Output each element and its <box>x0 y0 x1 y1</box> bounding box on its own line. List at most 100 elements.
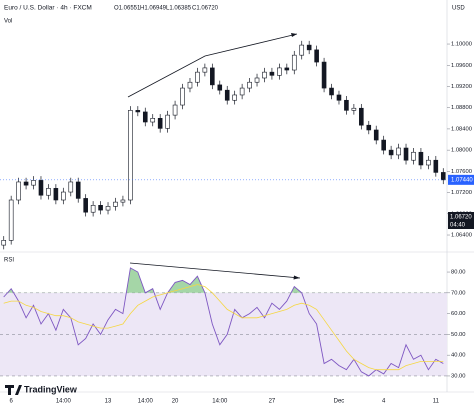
trendline <box>127 33 298 98</box>
candle-body <box>187 81 193 89</box>
arrow-head <box>291 33 297 37</box>
candle-body <box>113 201 118 207</box>
logo <box>5 385 22 395</box>
candle-body <box>321 61 327 89</box>
y-tick-label: 60.00 <box>451 311 466 317</box>
candle-body <box>351 107 357 111</box>
candle-body <box>38 180 44 196</box>
volume-label: Vol <box>4 19 12 25</box>
candle-body <box>142 111 148 123</box>
x-tick-label: 27 <box>269 399 276 405</box>
x-tick-label: 6 <box>10 399 14 405</box>
candle-body <box>135 110 141 113</box>
candle-body <box>433 159 439 173</box>
candle-body <box>195 71 200 83</box>
candle-body <box>262 71 267 79</box>
oversold-fill <box>3 375 444 376</box>
y-tick-label: 50.00 <box>451 332 466 338</box>
candle-body <box>247 81 252 89</box>
candle-body <box>388 149 394 156</box>
candle-body <box>269 71 275 76</box>
candle-body <box>232 94 237 101</box>
rsi-ma-line <box>3 284 444 371</box>
candle-body <box>23 181 29 186</box>
candle-body <box>83 198 88 213</box>
rsi-line <box>3 267 444 377</box>
candle-body <box>336 94 342 101</box>
ohlc-close: C1.06720 <box>192 6 219 12</box>
x-tick-label: 14:00 <box>138 399 154 405</box>
y-tick-label: 1.08400 <box>451 126 472 132</box>
ohlc-high: H1.06949 <box>140 6 167 12</box>
candle-body <box>314 49 319 63</box>
candle-body <box>157 118 163 129</box>
candle-body <box>180 87 185 106</box>
currency: USD <box>452 6 465 12</box>
candle-body <box>98 205 103 211</box>
symbol: Euro / U.S. Dollar · 4h · FXCM <box>4 5 92 12</box>
candle-body <box>105 206 111 211</box>
last-price-box <box>448 174 474 185</box>
candle-body <box>90 205 96 213</box>
x-tick-label: 14:00 <box>56 399 72 405</box>
y-tick-label: 1.10000 <box>451 42 472 48</box>
brand: TradingView <box>24 384 78 394</box>
candle-body <box>239 87 245 96</box>
y-tick-label: 40.00 <box>451 353 466 359</box>
y-tick-label: 1.08000 <box>451 148 472 154</box>
candle-body <box>31 180 36 186</box>
candle-body <box>53 188 59 201</box>
close-box <box>448 212 474 229</box>
candle-body <box>284 67 290 71</box>
ohlc-open: O1.06551 <box>114 6 141 12</box>
candle-body <box>403 147 409 161</box>
x-tick-label: 20 <box>172 399 179 405</box>
candle-body <box>418 151 424 166</box>
plot-layer: 1.10000 1.09600 1.09200 1.08800 1.08400 1.080… <box>0 40 474 405</box>
candle-body <box>277 67 282 76</box>
candle-body <box>217 84 223 91</box>
candle-body <box>68 181 74 193</box>
candle-body <box>8 199 14 241</box>
rsi-title: RSI <box>4 258 14 264</box>
x-tick-label: 4 <box>382 399 386 405</box>
candle-body <box>210 67 215 86</box>
candle-body <box>291 54 297 71</box>
candle-body <box>373 129 379 141</box>
candle-body <box>344 99 349 111</box>
y-tick-label: 70.00 <box>451 290 466 296</box>
close-label: 1.06720 <box>450 215 472 221</box>
candle-body <box>329 87 334 96</box>
candle-body <box>128 110 133 201</box>
candle-body <box>366 124 372 131</box>
y-tick-label: 1.08800 <box>451 105 472 111</box>
x-tick-label: 13 <box>105 399 112 405</box>
candle-body <box>440 172 446 181</box>
candle-body <box>359 107 364 126</box>
y-tick-label: 1.09200 <box>451 84 472 90</box>
candle-body <box>411 151 416 161</box>
last-price-label: 1.07440 <box>451 177 473 183</box>
arrow-head <box>293 275 300 280</box>
candle-body <box>165 114 170 129</box>
candle-body <box>426 159 431 166</box>
candle-body <box>396 147 401 156</box>
trendline <box>129 262 301 279</box>
candle-body <box>202 67 208 73</box>
candle-body <box>1 240 7 246</box>
y-tick-label: 1.09600 <box>451 63 472 69</box>
y-tick-label: 80.00 <box>451 270 466 276</box>
y-tick-label: 1.06400 <box>451 233 472 239</box>
candle-body <box>75 181 81 199</box>
ohlc-low: L1.06385 <box>166 6 192 12</box>
x-tick-label: 14:00 <box>212 399 228 405</box>
candle-body <box>254 77 260 83</box>
candle-body <box>120 199 126 203</box>
candle-body <box>16 181 21 201</box>
candle-body <box>299 44 305 56</box>
x-tick-label: 11 <box>433 399 440 405</box>
candle-body <box>306 44 312 51</box>
y-tick-label: 1.07600 <box>451 169 472 175</box>
y-tick-label: 30.00 <box>451 373 466 379</box>
